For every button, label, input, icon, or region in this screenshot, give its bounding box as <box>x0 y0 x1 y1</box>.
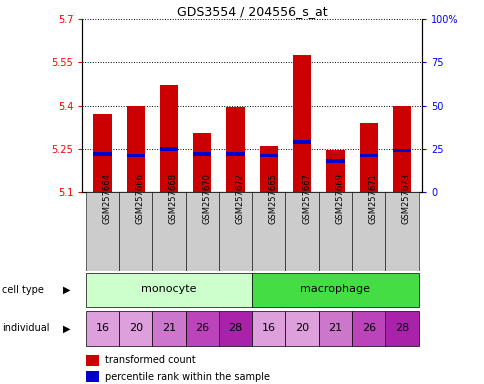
Bar <box>86 355 99 366</box>
Bar <box>152 192 185 271</box>
Bar <box>292 55 311 192</box>
Bar <box>259 146 277 192</box>
Bar <box>285 311 318 346</box>
Text: 21: 21 <box>162 323 176 333</box>
Bar <box>351 311 385 346</box>
Text: ▶: ▶ <box>63 323 70 333</box>
Bar <box>126 106 145 192</box>
Bar <box>285 192 318 271</box>
Bar <box>226 152 244 156</box>
Bar <box>392 106 410 192</box>
Text: GSM257664: GSM257664 <box>102 173 111 224</box>
Text: transformed count: transformed count <box>105 356 195 366</box>
Bar <box>226 107 244 192</box>
Text: ▶: ▶ <box>63 285 70 295</box>
Bar <box>252 311 285 346</box>
Title: GDS3554 / 204556_s_at: GDS3554 / 204556_s_at <box>177 5 327 18</box>
Bar <box>326 150 344 192</box>
Bar <box>252 273 418 307</box>
Bar <box>119 311 152 346</box>
Bar <box>359 154 377 157</box>
Text: GSM257673: GSM257673 <box>401 173 410 224</box>
Bar <box>292 140 311 144</box>
Text: GSM257667: GSM257667 <box>302 173 310 224</box>
Bar <box>385 192 418 271</box>
Text: GSM257670: GSM257670 <box>202 173 211 224</box>
Bar <box>359 123 377 192</box>
Text: 26: 26 <box>195 323 209 333</box>
Text: 20: 20 <box>294 323 309 333</box>
Bar <box>86 192 119 271</box>
Bar <box>126 154 145 157</box>
Text: monocyte: monocyte <box>141 284 197 294</box>
Bar <box>93 114 111 192</box>
Bar <box>218 192 252 271</box>
Bar <box>318 192 351 271</box>
Text: 16: 16 <box>95 323 109 333</box>
Bar <box>119 192 152 271</box>
Bar <box>86 273 252 307</box>
Text: GSM257672: GSM257672 <box>235 173 244 224</box>
Text: GSM257668: GSM257668 <box>168 173 178 224</box>
Text: macrophage: macrophage <box>300 284 370 294</box>
Text: 28: 28 <box>228 323 242 333</box>
Text: 16: 16 <box>261 323 275 333</box>
Bar <box>259 154 277 157</box>
Bar <box>152 311 185 346</box>
Text: 26: 26 <box>361 323 375 333</box>
Text: percentile rank within the sample: percentile rank within the sample <box>105 372 269 382</box>
Text: cell type: cell type <box>2 285 44 295</box>
Bar <box>218 311 252 346</box>
Text: 21: 21 <box>328 323 342 333</box>
Bar <box>86 311 119 346</box>
Bar <box>252 192 285 271</box>
Bar <box>351 192 385 271</box>
Text: GSM257669: GSM257669 <box>335 173 344 224</box>
Bar <box>160 86 178 192</box>
Bar <box>385 311 418 346</box>
Text: GSM257666: GSM257666 <box>136 173 144 224</box>
Bar <box>193 133 211 192</box>
Bar <box>185 192 218 271</box>
Bar <box>93 152 111 156</box>
Text: 28: 28 <box>394 323 408 333</box>
Bar <box>326 159 344 163</box>
Bar <box>318 311 351 346</box>
Bar <box>185 311 218 346</box>
Text: GSM257665: GSM257665 <box>268 173 277 224</box>
Bar <box>392 149 410 152</box>
Text: individual: individual <box>2 323 50 333</box>
Text: GSM257671: GSM257671 <box>368 173 377 224</box>
Bar <box>193 152 211 156</box>
Bar <box>160 147 178 151</box>
Text: 20: 20 <box>128 323 142 333</box>
Bar <box>86 371 99 382</box>
